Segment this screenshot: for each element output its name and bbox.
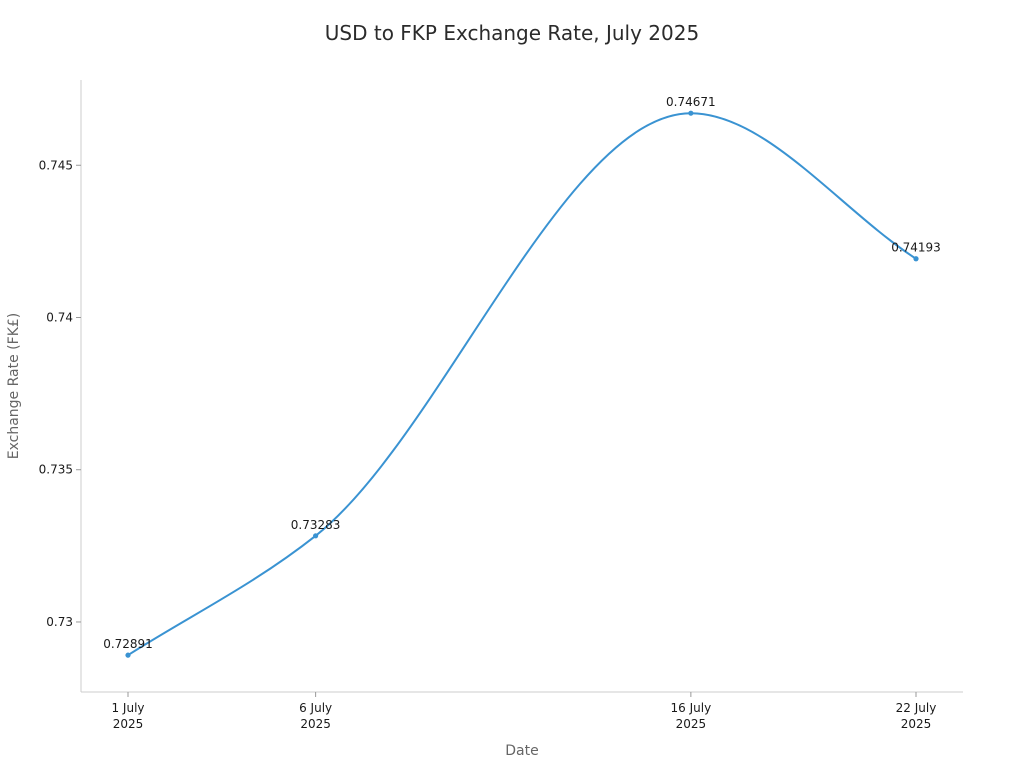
data-point	[688, 110, 694, 116]
data-label: 0.73283	[291, 518, 341, 532]
x-tick-label: 22 July	[896, 701, 937, 715]
x-tick-label: 2025	[113, 717, 144, 731]
data-label: 0.72891	[103, 637, 153, 651]
data-labels: 0.72891 0.73283 0.74671 0.74193	[103, 95, 941, 651]
x-ticks: 1 July 2025 6 July 2025 16 July 2025 22 July 20…	[111, 692, 936, 731]
x-tick-label: 2025	[901, 717, 932, 731]
data-point	[125, 652, 131, 658]
x-tick-label: 6 July	[299, 701, 332, 715]
y-axis-title: Exchange Rate (FK£)	[6, 313, 22, 459]
data-point	[913, 256, 919, 262]
y-tick-label: 0.735	[39, 463, 73, 477]
x-tick-label: 2025	[300, 717, 331, 731]
y-ticks: 0.73 0.735 0.74 0.745	[39, 158, 81, 629]
chart-title: USD to FKP Exchange Rate, July 2025	[325, 21, 699, 45]
data-label: 0.74193	[891, 241, 941, 255]
y-tick-label: 0.745	[39, 158, 73, 172]
data-point	[313, 533, 319, 539]
x-tick-label: 2025	[676, 717, 707, 731]
data-points	[125, 110, 919, 658]
x-axis-title: Date	[505, 743, 538, 759]
x-tick-label: 16 July	[671, 701, 712, 715]
series-line	[127, 112, 917, 657]
y-tick-label: 0.74	[46, 310, 73, 324]
y-tick-label: 0.73	[46, 615, 73, 629]
x-tick-label: 1 July	[111, 701, 144, 715]
data-label: 0.74671	[666, 95, 716, 109]
